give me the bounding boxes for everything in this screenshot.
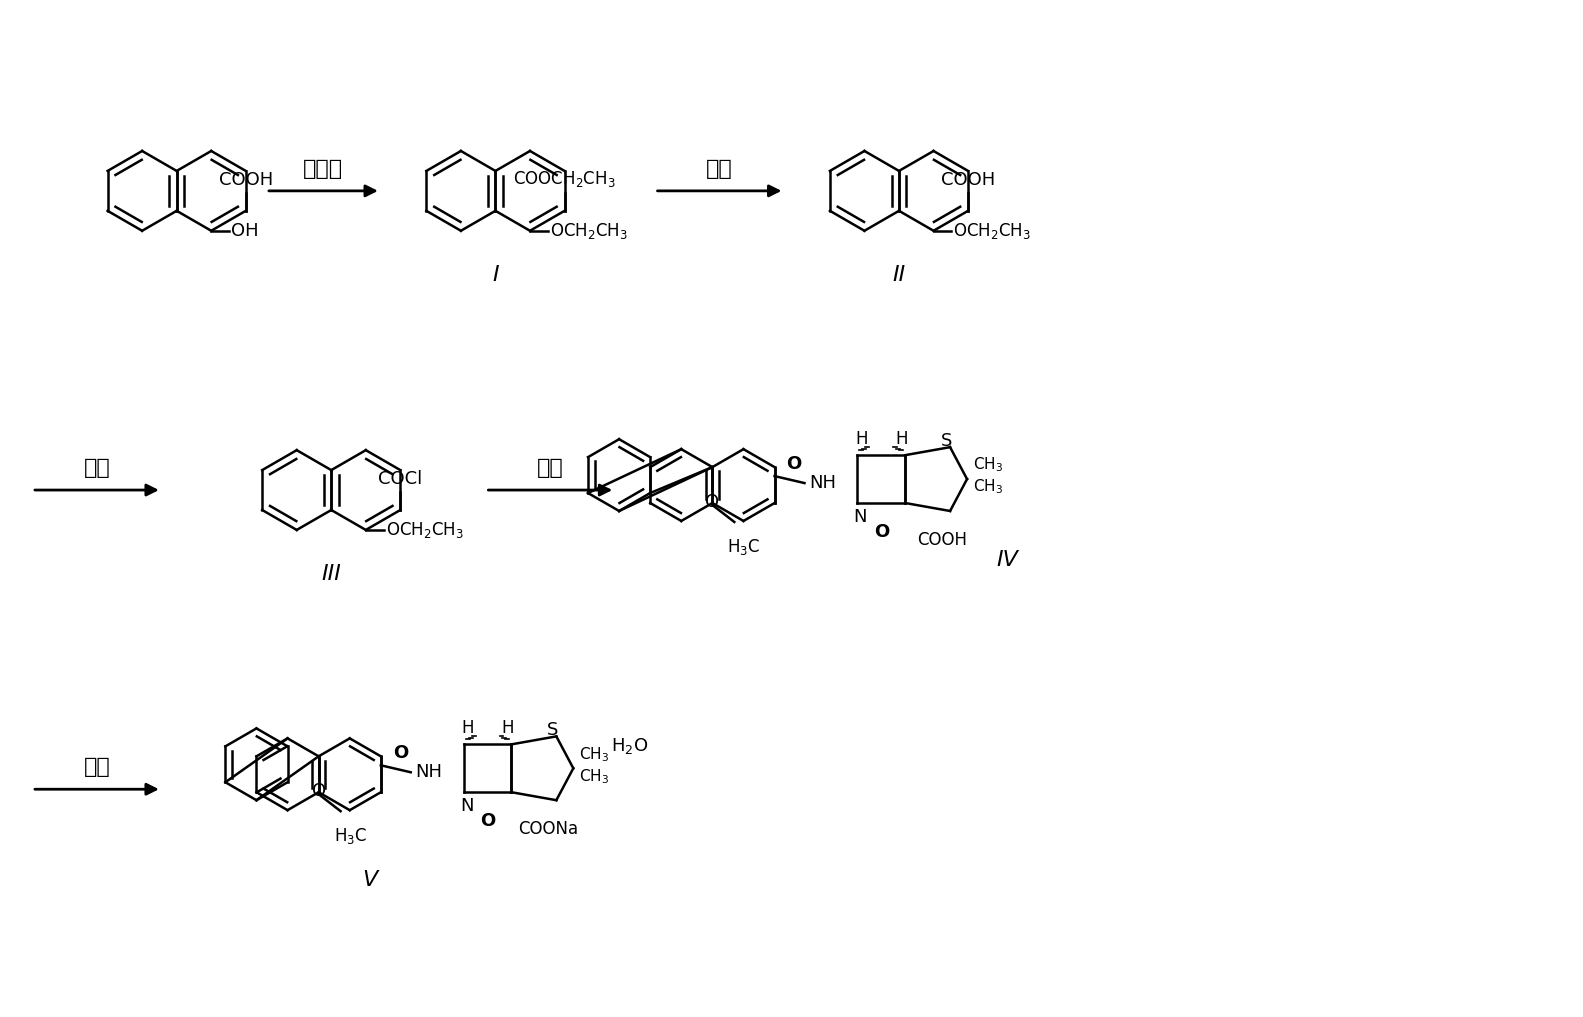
- Text: 偶联: 偶联: [537, 458, 564, 478]
- Text: V: V: [363, 871, 377, 890]
- Text: H: H: [894, 430, 907, 448]
- Text: O: O: [787, 456, 801, 473]
- Text: H$_3$C: H$_3$C: [727, 537, 760, 557]
- Text: III: III: [321, 564, 342, 585]
- Text: OCH$_2$CH$_3$: OCH$_2$CH$_3$: [953, 221, 1032, 241]
- Text: O: O: [874, 523, 890, 541]
- Text: O: O: [312, 782, 326, 800]
- Text: OH: OH: [231, 222, 258, 240]
- Text: I: I: [492, 265, 499, 286]
- Text: H$_3$C: H$_3$C: [334, 826, 367, 846]
- Text: OCH$_2$CH$_3$: OCH$_2$CH$_3$: [386, 520, 464, 540]
- Text: CH$_3$: CH$_3$: [974, 456, 1004, 475]
- Text: O: O: [706, 493, 719, 511]
- Text: 水解: 水解: [706, 159, 733, 179]
- Text: H: H: [461, 719, 473, 737]
- Text: 乙基化: 乙基化: [304, 159, 344, 179]
- Text: OCH$_2$CH$_3$: OCH$_2$CH$_3$: [549, 221, 628, 241]
- Text: COOH: COOH: [218, 171, 272, 189]
- Text: NH: NH: [809, 474, 836, 492]
- Text: II: II: [893, 265, 905, 286]
- Text: COOH: COOH: [917, 531, 967, 549]
- Text: CH$_3$: CH$_3$: [579, 767, 609, 785]
- Text: S: S: [546, 721, 559, 739]
- Text: COOCH$_2$CH$_3$: COOCH$_2$CH$_3$: [513, 169, 616, 189]
- Text: NH: NH: [416, 764, 443, 781]
- Text: COONa: COONa: [518, 820, 578, 838]
- Text: CH$_3$: CH$_3$: [579, 745, 609, 764]
- Text: H$_2$O: H$_2$O: [611, 736, 649, 757]
- Text: O: O: [480, 813, 495, 830]
- Text: COOH: COOH: [940, 171, 996, 189]
- Text: IV: IV: [996, 550, 1018, 570]
- Text: 成盐: 成盐: [84, 758, 111, 777]
- Text: H: H: [502, 719, 514, 737]
- Text: N: N: [853, 507, 867, 526]
- Text: H: H: [855, 430, 867, 448]
- Text: CH$_3$: CH$_3$: [974, 478, 1004, 496]
- Text: S: S: [940, 432, 951, 451]
- Text: COCl: COCl: [378, 470, 423, 488]
- Text: 氯化: 氯化: [84, 458, 111, 478]
- Text: N: N: [459, 797, 473, 816]
- Text: O: O: [393, 744, 408, 763]
